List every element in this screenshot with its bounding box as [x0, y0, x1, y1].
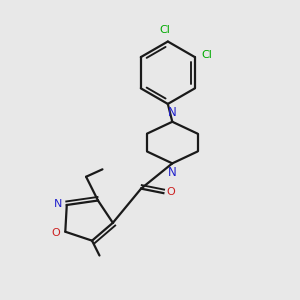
Text: Cl: Cl: [201, 50, 212, 60]
Text: N: N: [54, 199, 62, 209]
Text: N: N: [168, 166, 177, 179]
Text: N: N: [168, 106, 177, 119]
Text: Cl: Cl: [159, 25, 170, 35]
Text: O: O: [166, 187, 175, 197]
Text: O: O: [52, 228, 61, 238]
